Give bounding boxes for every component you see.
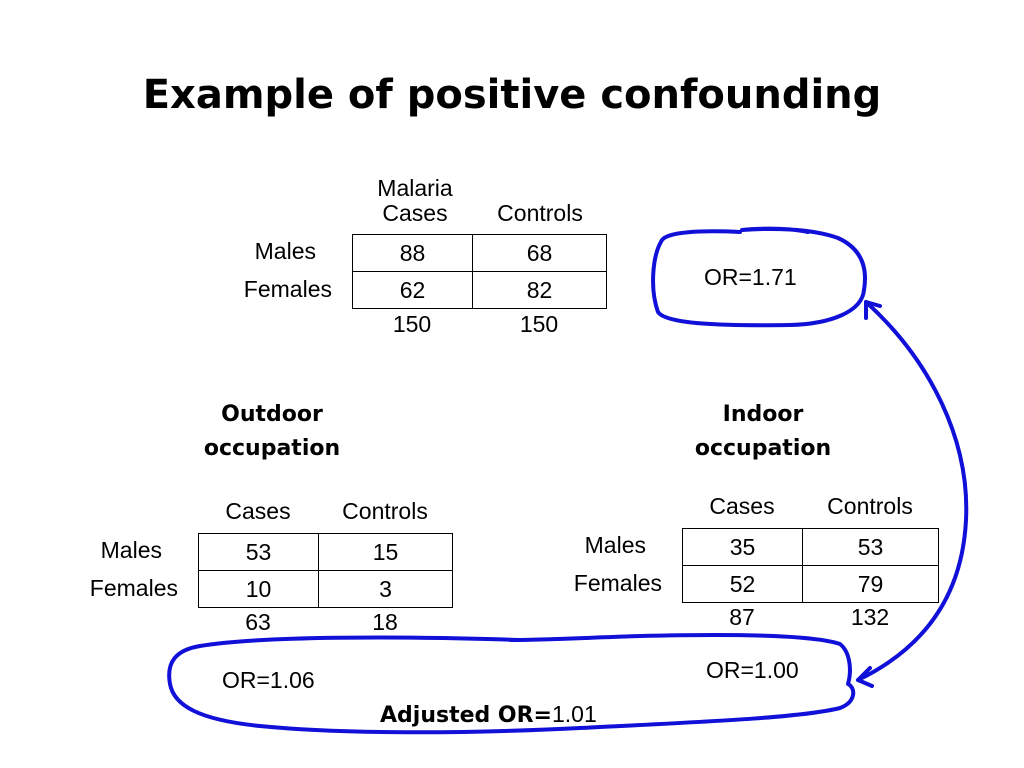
indoor-cell-males-cases: 35 bbox=[682, 528, 803, 566]
table-row: 10 3 bbox=[198, 570, 453, 608]
table-row: 53 15 bbox=[198, 533, 453, 571]
indoor-row-label-females: Females bbox=[573, 570, 662, 596]
indoor-cell-males-controls: 53 bbox=[802, 528, 939, 566]
outdoor-col-header-cases: Cases bbox=[225, 498, 291, 524]
arrowhead-top bbox=[864, 300, 882, 320]
outdoor-cell-males-cases: 53 bbox=[198, 533, 319, 571]
indoor-table: 35 53 52 79 bbox=[682, 528, 939, 603]
adjusted-or-value: 1.01 bbox=[552, 701, 597, 727]
adjusted-or-label: Adjusted OR= bbox=[380, 703, 552, 728]
crude-cell-females-cases: 62 bbox=[352, 271, 473, 309]
crude-col-header-line2: Cases bbox=[382, 200, 448, 226]
crude-total-cases: 150 bbox=[392, 311, 432, 337]
outdoor-total-controls: 18 bbox=[372, 609, 398, 635]
indoor-heading: Indoor occupation bbox=[663, 398, 863, 466]
outdoor-total-cases: 63 bbox=[245, 609, 271, 635]
indoor-col-header-cases: Cases bbox=[709, 493, 775, 519]
indoor-total-cases: 87 bbox=[729, 604, 755, 630]
outdoor-cell-males-controls: 15 bbox=[318, 533, 453, 571]
outdoor-row-label-males: Males bbox=[100, 537, 162, 563]
crude-table: 88 68 62 82 bbox=[352, 234, 607, 309]
outdoor-or-label: OR=1.06 bbox=[222, 667, 315, 693]
outdoor-table: 53 15 10 3 bbox=[198, 533, 453, 608]
indoor-heading-line2: occupation bbox=[694, 436, 832, 461]
crude-cell-males-cases: 88 bbox=[352, 234, 473, 272]
indoor-cell-females-controls: 79 bbox=[802, 565, 939, 603]
crude-cell-females-controls: 82 bbox=[472, 271, 607, 309]
connector-arc-arrow bbox=[856, 300, 969, 682]
outdoor-cell-females-cases: 10 bbox=[198, 570, 319, 608]
indoor-col-header-controls: Controls bbox=[827, 493, 913, 519]
indoor-heading-line1: Indoor bbox=[722, 402, 804, 427]
table-row: 35 53 bbox=[682, 528, 939, 566]
table-row: 62 82 bbox=[352, 271, 607, 309]
adjusted-or: Adjusted OR=1.01 bbox=[380, 701, 597, 728]
indoor-cell-females-cases: 52 bbox=[682, 565, 803, 603]
table-row: 52 79 bbox=[682, 565, 939, 603]
outdoor-heading: Outdoor occupation bbox=[172, 398, 372, 466]
outdoor-heading-line1: Outdoor bbox=[221, 402, 323, 427]
arrowhead-bottom bbox=[856, 666, 874, 688]
strata-or-loop bbox=[167, 632, 856, 735]
outdoor-row-label-females: Females bbox=[89, 575, 178, 601]
crude-total-controls: 150 bbox=[519, 311, 559, 337]
indoor-or-label: OR=1.00 bbox=[706, 657, 799, 683]
indoor-row-label-males: Males bbox=[584, 532, 646, 558]
crude-col-header-line1: Malaria bbox=[377, 175, 453, 201]
outdoor-col-header-controls: Controls bbox=[342, 498, 428, 524]
outdoor-heading-line2: occupation bbox=[203, 436, 341, 461]
crude-col-header-controls: Controls bbox=[497, 200, 583, 226]
crude-row-label-females: Females bbox=[243, 276, 332, 302]
crude-row-label-males: Males bbox=[254, 238, 316, 264]
outdoor-cell-females-controls: 3 bbox=[318, 570, 453, 608]
crude-or-label: OR=1.71 bbox=[704, 264, 797, 290]
slide-title: Example of positive confounding bbox=[142, 72, 882, 118]
crude-col-header-cases: Malaria Cases bbox=[355, 176, 475, 226]
crude-or-circle bbox=[651, 226, 867, 328]
indoor-total-controls: 132 bbox=[850, 604, 890, 630]
